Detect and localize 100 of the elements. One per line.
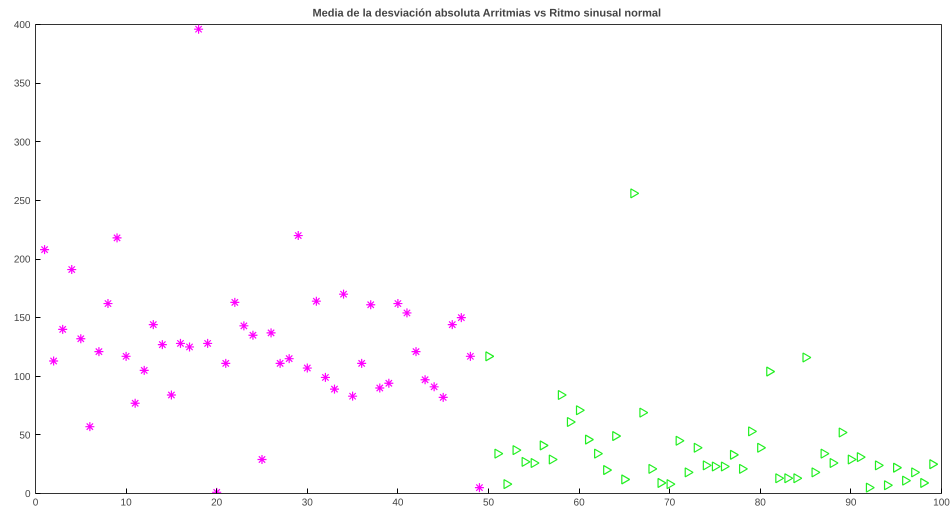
point xyxy=(558,390,567,400)
point xyxy=(456,312,466,323)
x-tick-label: 10 xyxy=(120,498,132,508)
point xyxy=(866,482,875,493)
x-tick-label: 0 xyxy=(32,498,39,508)
point xyxy=(893,462,902,473)
x-tick-label: 80 xyxy=(754,498,766,508)
point xyxy=(402,308,412,318)
x-tick-label: 30 xyxy=(302,498,314,508)
point xyxy=(238,320,249,331)
point xyxy=(784,473,794,484)
point xyxy=(666,479,676,490)
x-tick-label: 50 xyxy=(482,498,494,508)
point xyxy=(720,461,730,472)
point xyxy=(730,450,739,460)
point xyxy=(121,351,132,362)
point xyxy=(684,467,694,478)
point xyxy=(94,346,104,357)
point xyxy=(311,296,322,306)
point xyxy=(202,338,213,349)
y-tick-label: 400 xyxy=(14,20,31,31)
point xyxy=(793,473,802,484)
point xyxy=(157,339,168,350)
point xyxy=(548,454,558,465)
point xyxy=(429,382,440,392)
point xyxy=(657,478,666,488)
point xyxy=(738,464,748,474)
x-tick-label: 40 xyxy=(392,498,404,508)
point xyxy=(911,467,920,478)
point xyxy=(802,352,812,363)
x-tick-label: 100 xyxy=(933,498,950,508)
point xyxy=(230,297,240,308)
point xyxy=(766,366,776,377)
point xyxy=(293,230,304,241)
point xyxy=(329,384,340,394)
point xyxy=(530,458,540,468)
point xyxy=(540,440,549,451)
point xyxy=(139,365,150,376)
y-tick-label: 50 xyxy=(19,430,31,442)
point xyxy=(348,391,358,402)
point xyxy=(503,479,512,490)
point xyxy=(58,324,68,334)
x-tick-label: 20 xyxy=(211,498,223,508)
point xyxy=(256,454,268,465)
point xyxy=(166,390,176,400)
point xyxy=(220,358,231,368)
point xyxy=(584,434,594,445)
point xyxy=(130,398,140,408)
point xyxy=(112,232,122,243)
point xyxy=(522,456,531,467)
point xyxy=(248,330,258,340)
point xyxy=(384,378,394,388)
point xyxy=(712,461,721,472)
point xyxy=(576,405,585,416)
point xyxy=(494,448,504,459)
point xyxy=(374,382,385,394)
point xyxy=(748,426,758,436)
point xyxy=(148,320,158,330)
point xyxy=(838,427,848,438)
point xyxy=(48,356,59,366)
point xyxy=(621,474,630,485)
point xyxy=(920,478,930,488)
point xyxy=(84,422,95,432)
point xyxy=(175,338,186,349)
point xyxy=(76,334,86,344)
point xyxy=(630,188,640,198)
point xyxy=(485,351,494,362)
point xyxy=(302,362,312,374)
y-tick-label: 350 xyxy=(14,78,31,90)
point xyxy=(702,460,712,470)
point xyxy=(102,298,114,309)
point xyxy=(612,430,622,442)
y-tick-label: 0 xyxy=(24,489,31,500)
point xyxy=(266,328,276,338)
point xyxy=(929,459,938,470)
y-tick-label: 200 xyxy=(14,254,31,266)
point xyxy=(512,445,522,456)
point xyxy=(193,24,204,34)
point xyxy=(594,448,604,459)
point xyxy=(338,289,349,300)
x-tick-label: 90 xyxy=(845,498,857,508)
y-tick-label: 100 xyxy=(14,372,31,383)
x-tick-label: 60 xyxy=(574,498,586,508)
y-tick-label: 300 xyxy=(14,137,31,148)
point xyxy=(39,244,50,255)
point xyxy=(648,464,658,474)
point xyxy=(410,346,422,357)
point xyxy=(694,442,703,453)
point xyxy=(603,464,612,476)
point xyxy=(366,300,376,310)
point xyxy=(902,476,912,486)
point xyxy=(820,448,830,459)
point xyxy=(465,351,476,362)
point xyxy=(757,442,766,453)
point xyxy=(284,354,294,364)
point xyxy=(275,358,286,368)
point xyxy=(639,408,648,418)
point xyxy=(356,358,367,368)
y-tick-label: 250 xyxy=(14,196,31,207)
point xyxy=(566,416,576,428)
